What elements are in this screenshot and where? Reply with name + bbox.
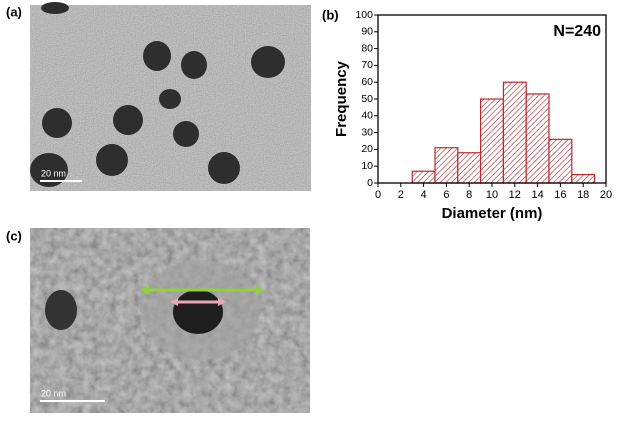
bar [502, 81, 527, 184]
panel-label: (c) [6, 228, 22, 243]
bar [457, 152, 482, 184]
y-tick-label: 40 [361, 110, 373, 122]
tem-image-c: 20 nm [30, 228, 310, 413]
y-tick-label: 20 [361, 143, 373, 155]
y-tick-label: 70 [361, 59, 373, 71]
scale-bar-label: 20 nm [41, 388, 66, 398]
bar [480, 98, 505, 184]
bar [548, 138, 573, 184]
x-tick-label: 12 [509, 189, 521, 201]
x-tick-label: 0 [375, 189, 381, 201]
y-axis-label: Frequency [333, 60, 350, 137]
y-tick-label: 60 [361, 76, 373, 88]
scale-bar-label: 20 nm [41, 168, 66, 178]
x-tick-label: 6 [443, 189, 449, 201]
y-tick-label: 10 [361, 160, 373, 172]
x-tick-label: 20 [600, 189, 612, 201]
x-tick-label: 14 [531, 189, 543, 201]
x-tick-label: 18 [577, 189, 589, 201]
tem-image-a: 20 nm [30, 2, 311, 191]
y-tick-label: 100 [355, 9, 373, 21]
x-tick-label: 4 [421, 189, 427, 201]
panel-label: (a) [6, 4, 22, 19]
y-tick-label: 50 [361, 93, 373, 105]
x-tick-label: 2 [398, 189, 404, 201]
bar [434, 147, 459, 184]
x-tick-label: 8 [466, 189, 472, 201]
bar [411, 170, 436, 184]
histogram-chart: 0 10 20 30 40 50 60 70 80 90 100 0 2 4 6 8 10 12 14 16 18 20 D… [333, 9, 612, 222]
annotation: N=240 [553, 23, 601, 40]
bar [525, 93, 550, 184]
x-tick-label: 10 [486, 189, 498, 201]
panel-label: (b) [322, 7, 339, 22]
x-axis-label: Diameter (nm) [442, 205, 543, 222]
y-tick-label: 0 [367, 177, 373, 189]
y-tick-label: 30 [361, 126, 373, 138]
y-tick-label: 90 [361, 26, 373, 38]
bar [571, 174, 596, 184]
x-tick-label: 16 [554, 189, 566, 201]
y-tick-label: 80 [361, 42, 373, 54]
